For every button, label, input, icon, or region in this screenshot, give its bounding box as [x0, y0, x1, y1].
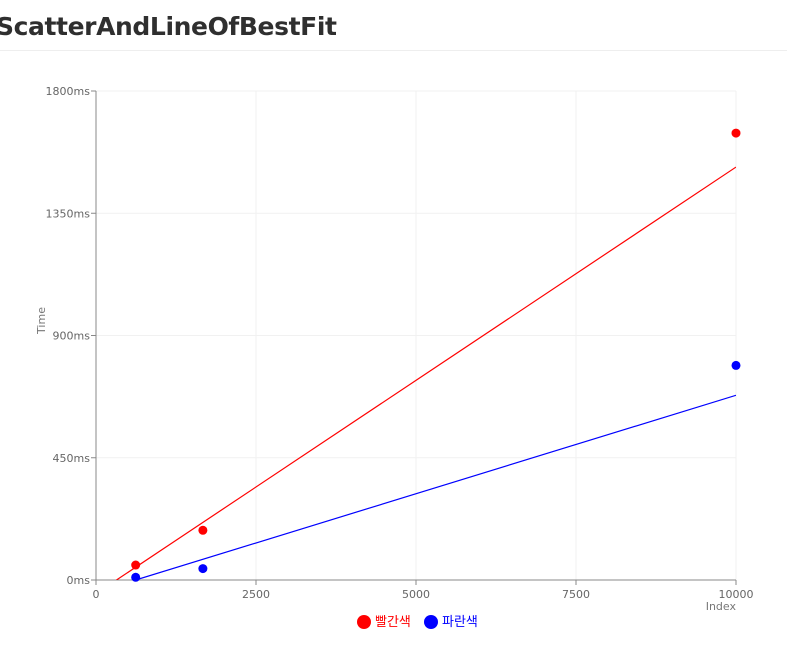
best-fit-line — [135, 394, 736, 580]
data-point[interactable] — [731, 360, 741, 370]
x-tick-label: 10000 — [719, 588, 754, 601]
data-point[interactable] — [731, 128, 741, 138]
legend-item[interactable]: 빨간색 — [357, 615, 411, 630]
page-title: ScatterAndLineOfBestFit — [0, 12, 337, 41]
y-tick-label: 1350ms — [46, 207, 91, 220]
title-divider — [0, 50, 787, 51]
best-fit-line — [116, 166, 736, 580]
x-tick-label: 5000 — [402, 588, 430, 601]
x-tick-label: 2500 — [242, 588, 270, 601]
x-tick-label: 0 — [93, 588, 100, 601]
y-tick-label: 1800ms — [46, 85, 91, 98]
data-point[interactable] — [131, 560, 141, 570]
y-tick-label: 0ms — [67, 574, 91, 587]
legend-item[interactable]: 파란색 — [424, 615, 478, 630]
y-axis-title: Time — [35, 307, 48, 335]
legend-label: 빨간색 — [375, 615, 411, 630]
data-point[interactable] — [198, 564, 208, 574]
y-tick-label: 450ms — [53, 452, 91, 465]
data-point[interactable] — [131, 572, 141, 582]
x-tick-label: 7500 — [562, 588, 590, 601]
legend-marker-icon — [424, 615, 438, 629]
x-axis-title: Index — [706, 600, 737, 613]
legend-label: 파란색 — [442, 615, 478, 630]
data-point[interactable] — [198, 525, 208, 535]
legend-marker-icon — [357, 615, 371, 629]
y-tick-label: 900ms — [53, 330, 91, 343]
